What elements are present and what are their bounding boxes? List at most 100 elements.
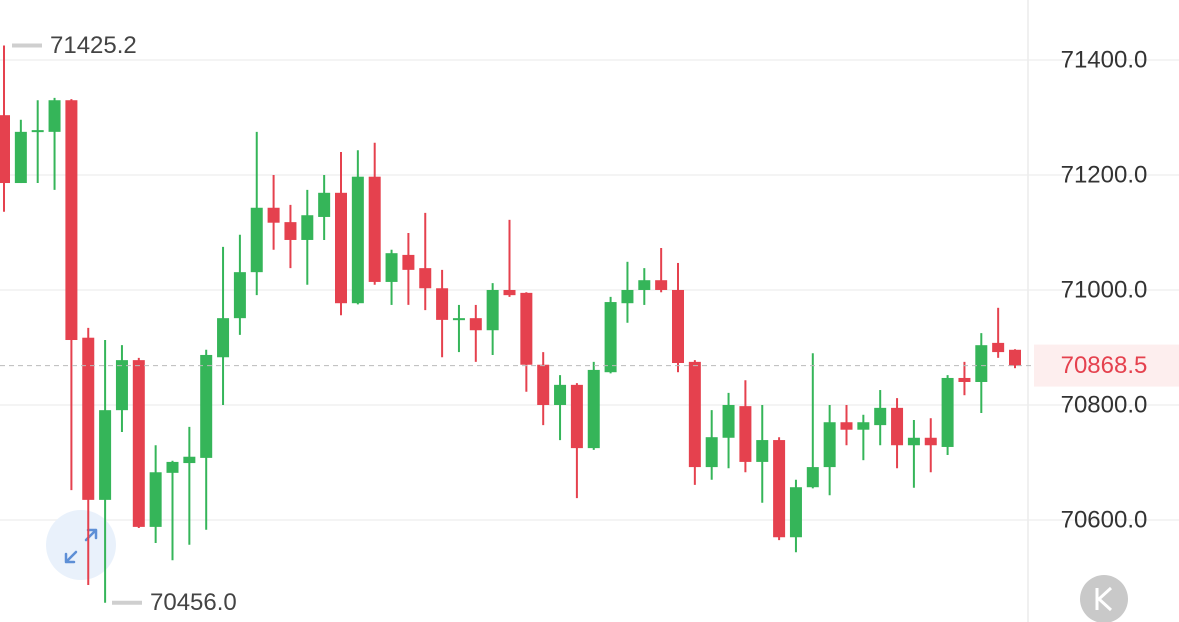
candle <box>335 151 347 316</box>
candle-body <box>537 364 550 405</box>
candle <box>907 419 920 488</box>
candle-body <box>402 254 415 270</box>
candle <box>166 460 179 561</box>
candle-body <box>115 360 128 411</box>
candle-body <box>267 207 280 223</box>
candle <box>722 392 735 469</box>
candle <box>756 404 769 503</box>
candle-body <box>941 377 954 447</box>
candle <box>368 142 381 285</box>
candle-body <box>48 100 61 132</box>
candle-body <box>655 280 668 290</box>
candle <box>520 292 533 392</box>
candle-body <box>688 361 701 468</box>
candle <box>149 445 162 543</box>
candle-body <box>0 115 10 184</box>
back-button[interactable] <box>1080 575 1128 622</box>
candle <box>99 340 112 603</box>
candle <box>65 99 78 491</box>
candle <box>655 248 668 293</box>
candle-body <box>436 288 449 320</box>
candle <box>638 268 651 305</box>
expand-button[interactable] <box>46 510 116 580</box>
candle-body <box>789 487 802 538</box>
candle <box>773 437 786 541</box>
candle <box>267 174 280 250</box>
candle-body <box>739 406 752 462</box>
candle-body <box>419 268 432 289</box>
candle-body <box>301 215 314 240</box>
candle-body <box>806 467 819 488</box>
max-label: 71425.2 <box>50 32 137 59</box>
candle <box>301 189 314 285</box>
candle <box>250 131 263 296</box>
candle-body <box>65 100 78 341</box>
candle-body <box>368 176 381 282</box>
candle <box>823 404 836 496</box>
candle <box>672 262 684 373</box>
candle-body <box>200 354 213 458</box>
candle <box>217 246 230 405</box>
candle-body <box>82 337 95 500</box>
candle-body <box>992 342 1005 353</box>
candle-body <box>335 192 347 304</box>
candle <box>806 353 819 489</box>
candle <box>604 296 617 374</box>
candle <box>975 333 988 414</box>
candle-body <box>385 253 398 282</box>
y-tick-label: 70800.0 <box>1061 391 1148 418</box>
candle <box>857 414 870 461</box>
back-circle <box>1080 575 1128 622</box>
candle-body <box>503 289 516 296</box>
candle-body <box>570 384 583 449</box>
candle <box>891 398 904 469</box>
candle <box>385 249 398 305</box>
candle-body <box>250 207 263 273</box>
candle-body <box>722 404 735 438</box>
candle-body <box>486 289 499 331</box>
candle <box>840 404 853 446</box>
y-tick-label: 71200.0 <box>1061 161 1148 188</box>
candle-body <box>823 422 836 468</box>
candle <box>233 234 246 335</box>
candle-body <box>857 422 870 430</box>
candle <box>958 361 971 396</box>
candle <box>739 380 752 473</box>
candle-body <box>773 440 786 538</box>
candle-body <box>318 192 331 217</box>
candle-body <box>469 318 482 331</box>
candle-body <box>520 292 533 365</box>
candle <box>789 479 802 553</box>
candle <box>486 283 499 355</box>
candle-body <box>452 318 465 321</box>
y-tick-label: 71000.0 <box>1061 276 1148 303</box>
last-price-box <box>1034 344 1179 387</box>
candle-body <box>604 302 617 373</box>
candle <box>941 375 954 456</box>
candle-body <box>1009 349 1021 366</box>
candle <box>1009 349 1021 369</box>
candle <box>351 150 364 305</box>
candle-body <box>958 377 971 382</box>
candle <box>200 349 213 530</box>
candle <box>82 327 95 585</box>
candle-body <box>284 222 297 240</box>
candle <box>503 219 516 297</box>
candle-body <box>132 360 145 527</box>
candle <box>436 269 449 358</box>
candle-body <box>554 384 567 405</box>
y-tick-label: 70600.0 <box>1061 506 1148 533</box>
min-label: 70456.0 <box>150 589 237 616</box>
candle <box>570 383 583 499</box>
candle-body <box>975 345 988 382</box>
candle-body <box>924 437 937 446</box>
candle <box>554 375 567 441</box>
candle <box>115 345 128 433</box>
candle <box>874 390 887 446</box>
candle-body <box>891 407 904 446</box>
candle <box>587 361 600 450</box>
candle-body <box>233 272 246 319</box>
candle-body <box>705 437 718 468</box>
